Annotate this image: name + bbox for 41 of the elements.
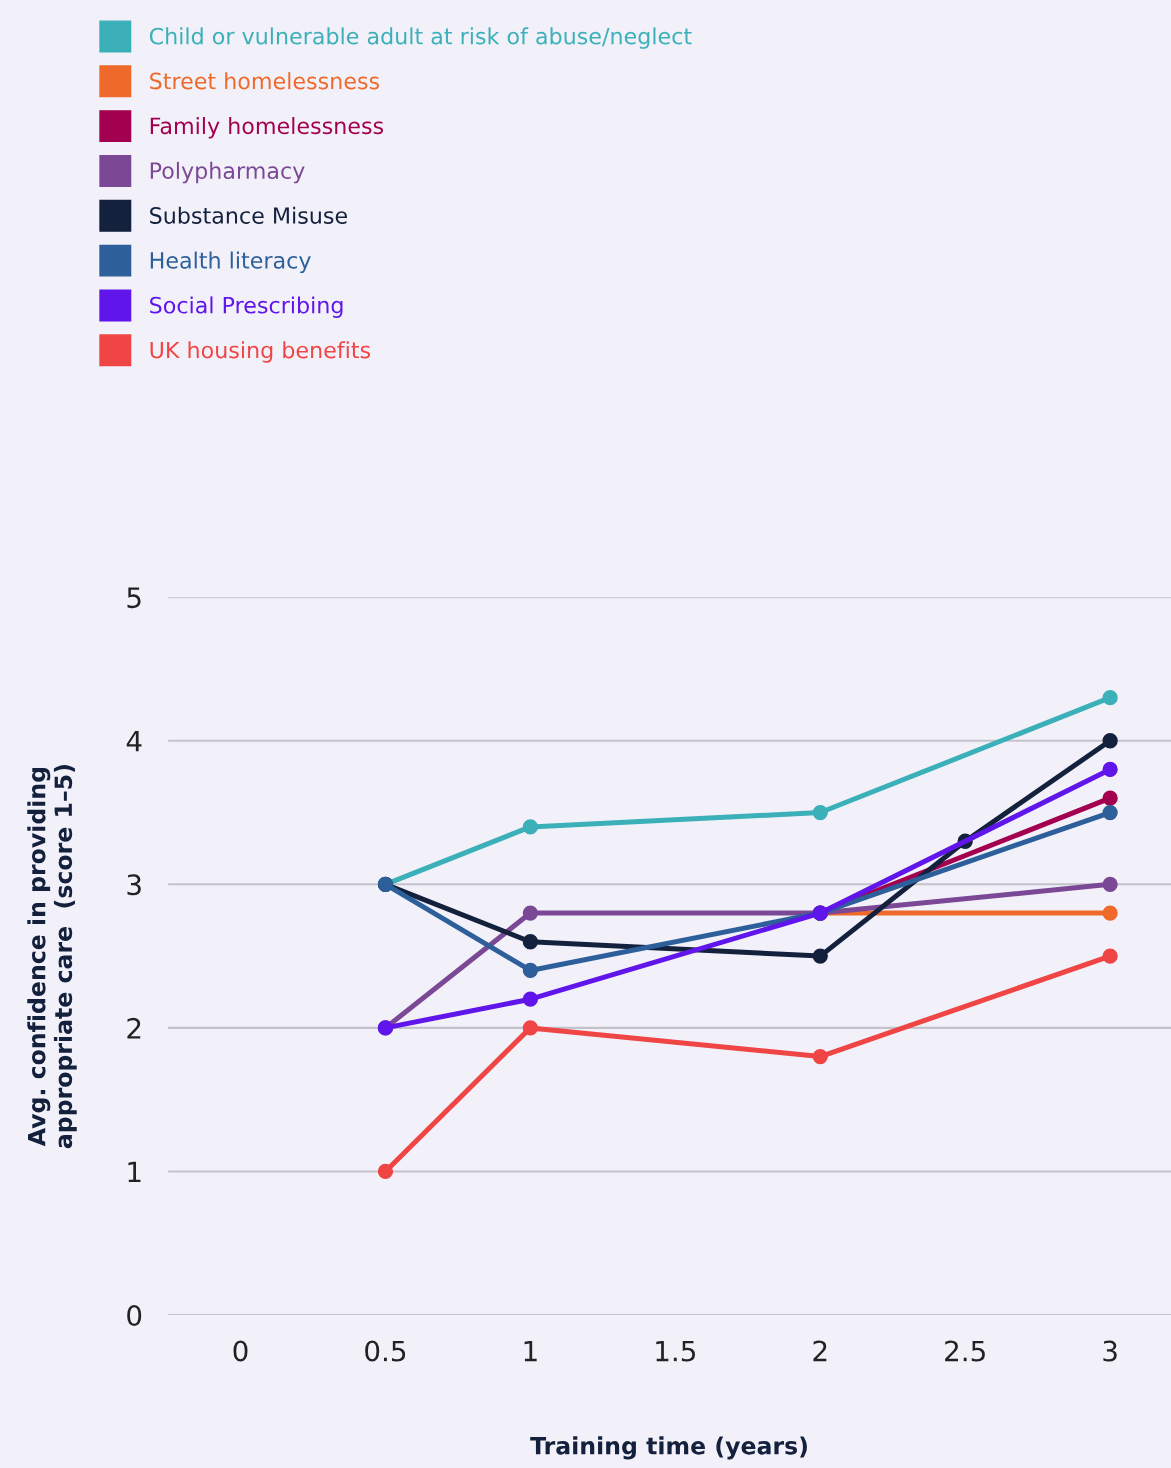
x-axis-title: Training time (years) xyxy=(530,1436,807,1460)
x-tick-label: 2.5 xyxy=(945,1340,985,1362)
point xyxy=(1102,876,1118,892)
legend-label: Street homelessness xyxy=(150,72,380,90)
point xyxy=(1102,790,1118,806)
y-tick-label: 4 xyxy=(126,731,142,752)
x-tick-label: 0 xyxy=(233,1340,248,1362)
x-tick-label: 2 xyxy=(813,1340,827,1362)
legend-label: Polypharmacy xyxy=(150,161,305,184)
legend-label: Health literacy xyxy=(150,251,311,274)
x-tick-label: 1 xyxy=(524,1340,537,1362)
y-tick-label: 1 xyxy=(128,1161,141,1183)
point xyxy=(1102,905,1118,921)
point xyxy=(522,991,539,1007)
point xyxy=(1102,733,1118,749)
point xyxy=(1102,761,1118,778)
point xyxy=(522,1020,539,1036)
y-tick-label: 5 xyxy=(127,587,141,609)
x-tick-label: 1.5 xyxy=(656,1340,695,1362)
legend-label: UK housing benefits xyxy=(150,341,371,363)
point xyxy=(522,819,539,835)
legend-label: Family homelessness xyxy=(150,117,384,139)
legend-label: Substance Misuse xyxy=(150,206,347,224)
legend-label: Social Prescribing xyxy=(150,296,343,318)
y-tick-label: 2 xyxy=(127,1017,141,1039)
point xyxy=(522,962,539,979)
point xyxy=(522,905,539,921)
legend-label: Child or vulnerable adult at risk of abuse/neglect xyxy=(149,27,692,49)
y-tick-label: 0 xyxy=(127,1304,142,1326)
point xyxy=(522,934,539,950)
point xyxy=(1102,948,1118,964)
point xyxy=(812,804,828,821)
point xyxy=(377,1163,394,1180)
point xyxy=(812,948,828,964)
point xyxy=(1102,690,1118,706)
y-axis-title: Avg. confidence in providing appropriate care (score 1–5) xyxy=(27,765,77,1149)
point xyxy=(812,1048,828,1065)
x-tick-label: 3 xyxy=(1103,1340,1117,1362)
x-tick-label: 0.5 xyxy=(365,1340,406,1362)
y-tick-label: 3 xyxy=(127,874,141,896)
point xyxy=(1102,804,1118,821)
